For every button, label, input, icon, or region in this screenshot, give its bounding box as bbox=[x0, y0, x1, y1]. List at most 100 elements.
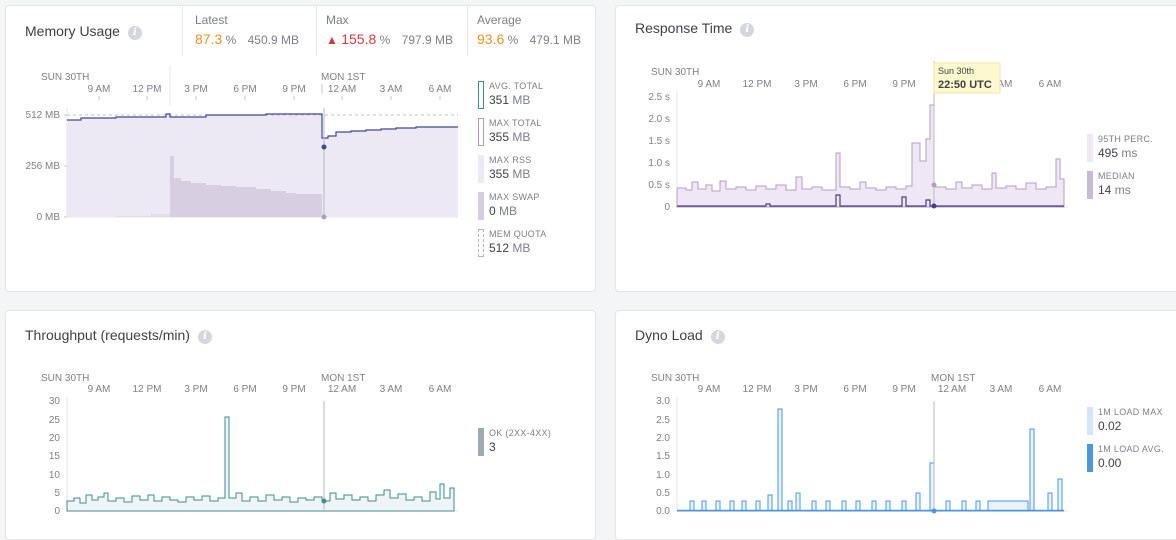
legend-mem-quota[interactable]: MEM QUOTA 512 MB bbox=[478, 229, 547, 257]
legend-max-swap[interactable]: MAX SWAP 0 MB bbox=[478, 192, 540, 220]
memory-total-area bbox=[67, 114, 458, 217]
y-tick-256: 256 MB bbox=[26, 161, 61, 172]
svg-text:15: 15 bbox=[49, 451, 61, 462]
legend-median[interactable]: MEDIAN 14 ms bbox=[1087, 171, 1135, 199]
svg-text:12 AM: 12 AM bbox=[328, 384, 356, 395]
dyno-x-axis: SUN 30TH MON 1ST 9 AM 12 PM 3 PM 6 PM 9 … bbox=[651, 373, 1061, 395]
throughput-info-icon[interactable]: i bbox=[197, 330, 212, 344]
svg-text:12 AM: 12 AM bbox=[938, 384, 966, 395]
memory-x-axis: SUN 30TH MON 1ST 9 AM 12 PM 3 PM 6 PM 9 … bbox=[41, 66, 451, 106]
legend-max-total[interactable]: MAX TOTAL 355 MB bbox=[478, 118, 542, 146]
svg-text:SUN 30TH: SUN 30TH bbox=[651, 67, 699, 78]
svg-text:1.0: 1.0 bbox=[656, 470, 670, 481]
response-time-title: Response Time i bbox=[635, 20, 755, 37]
svg-text:9 AM: 9 AM bbox=[698, 384, 721, 395]
svg-text:0: 0 bbox=[664, 202, 670, 213]
memory-hover-dot bbox=[321, 144, 327, 150]
svg-text:30: 30 bbox=[49, 396, 61, 407]
svg-text:0.0: 0.0 bbox=[656, 506, 670, 517]
svg-text:2.5 s: 2.5 s bbox=[648, 92, 670, 103]
legend-1m-load-max[interactable]: 1M LOAD MAX 0.02 bbox=[1087, 407, 1163, 435]
svg-text:1.5 s: 1.5 s bbox=[648, 136, 670, 147]
throughput-y-axis: 30 25 20 15 10 5 0 bbox=[49, 396, 68, 517]
memory-latest-mb: 450.9 MB bbox=[247, 33, 299, 47]
svg-text:9 AM: 9 AM bbox=[698, 79, 721, 90]
tooltip-time: 22:50 UTC bbox=[938, 79, 992, 91]
memory-usage-panel: Memory Usage i Latest 87.3 % 450.9 MB Max… bbox=[5, 5, 596, 292]
svg-text:6 AM: 6 AM bbox=[1039, 384, 1062, 395]
tick-3am: 3 AM bbox=[380, 84, 403, 95]
day-label-mon: MON 1ST bbox=[321, 72, 365, 83]
svg-text:SUN 30TH: SUN 30TH bbox=[41, 373, 89, 384]
svg-text:20: 20 bbox=[49, 433, 61, 444]
legend-avg-total[interactable]: AVG. TOTAL 351 MB bbox=[478, 81, 543, 109]
response-tooltip: Sun 30th 22:50 UTC bbox=[933, 62, 1001, 94]
svg-text:0: 0 bbox=[54, 506, 60, 517]
day-label-sun: SUN 30TH bbox=[41, 72, 89, 83]
svg-text:25: 25 bbox=[49, 415, 61, 426]
tick-6am: 6 AM bbox=[429, 84, 452, 95]
svg-text:3 AM: 3 AM bbox=[990, 79, 1013, 90]
svg-text:9 PM: 9 PM bbox=[892, 384, 915, 395]
memory-chart[interactable]: SUN 30TH MON 1ST 9 AM 12 PM 3 PM 6 PM 9 … bbox=[6, 66, 466, 226]
throughput-title: Throughput (requests/min) i bbox=[25, 327, 212, 344]
legend-max-rss[interactable]: MAX RSS 355 MB bbox=[478, 155, 532, 183]
response-chart[interactable]: SUN 30TH 9 AM 12 PM 3 PM 6 PM 9 PM 3 AM … bbox=[616, 61, 1076, 221]
svg-text:9 PM: 9 PM bbox=[892, 79, 915, 90]
svg-text:2.0: 2.0 bbox=[656, 433, 670, 444]
memory-average: Average 93.6 % 479.1 MB bbox=[477, 13, 581, 47]
legend-1m-load-avg[interactable]: 1M LOAD AVG. 0.00 bbox=[1087, 444, 1164, 472]
y-tick-512: 512 MB bbox=[26, 110, 61, 121]
dyno-load-title: Dyno Load i bbox=[635, 327, 725, 344]
tick-9am: 9 AM bbox=[88, 84, 111, 95]
throughput-panel: Throughput (requests/min) i SUN 30TH MON … bbox=[5, 310, 596, 540]
svg-text:1.5: 1.5 bbox=[656, 451, 670, 462]
memory-info-icon[interactable]: i bbox=[127, 26, 142, 40]
response-info-icon[interactable]: i bbox=[740, 23, 755, 37]
tick-3pm: 3 PM bbox=[184, 84, 207, 95]
throughput-x-axis: SUN 30TH MON 1ST 9 AM 12 PM 3 PM 6 PM 9 … bbox=[41, 373, 451, 395]
svg-text:10: 10 bbox=[49, 470, 61, 481]
dyno-max-area bbox=[677, 408, 1064, 512]
dyno-load-chart[interactable]: SUN 30TH MON 1ST 9 AM 12 PM 3 PM 6 PM 9 … bbox=[616, 371, 1076, 531]
svg-text:0.5: 0.5 bbox=[656, 488, 670, 499]
response-time-panel: Response Time i SUN 30TH 9 AM 12 PM 3 PM … bbox=[615, 5, 1176, 292]
memory-average-mb: 479.1 MB bbox=[529, 33, 581, 47]
response-y-axis: 2.5 s 2.0 s 1.5 s 1.0 s 0.5 s 0 bbox=[648, 91, 678, 213]
svg-text:6 PM: 6 PM bbox=[843, 79, 866, 90]
memory-max-mb: 797.9 MB bbox=[401, 33, 454, 47]
svg-text:3 PM: 3 PM bbox=[794, 79, 817, 90]
memory-avg-line bbox=[67, 113, 458, 139]
throughput-chart[interactable]: SUN 30TH MON 1ST 9 AM 12 PM 3 PM 6 PM 9 … bbox=[6, 371, 466, 531]
svg-text:9 AM: 9 AM bbox=[88, 384, 111, 395]
svg-text:2.5: 2.5 bbox=[656, 415, 670, 426]
svg-text:3.0: 3.0 bbox=[656, 396, 670, 407]
tooltip-date: Sun 30th bbox=[938, 66, 974, 76]
svg-text:5: 5 bbox=[54, 488, 60, 499]
legend-95th-perc[interactable]: 95TH PERC. 495 ms bbox=[1087, 134, 1153, 162]
dyno-load-panel: Dyno Load i SUN 30TH MON 1ST 9 AM 12 PM 3… bbox=[615, 310, 1176, 540]
response-95th-area bbox=[676, 104, 1065, 208]
memory-latest: Latest 87.3 % 450.9 MB bbox=[195, 13, 299, 47]
memory-average-percent: 93.6 bbox=[477, 31, 505, 47]
response-x-axis: SUN 30TH 9 AM 12 PM 3 PM 6 PM 9 PM 3 AM … bbox=[651, 67, 1061, 90]
tick-12am: 12 AM bbox=[328, 84, 356, 95]
response-median-line bbox=[677, 194, 1064, 207]
tick-9pm: 9 PM bbox=[282, 84, 305, 95]
tick-6pm: 6 PM bbox=[233, 84, 256, 95]
tick-12pm: 12 PM bbox=[133, 84, 162, 95]
svg-text:0.5 s: 0.5 s bbox=[648, 180, 670, 191]
y-tick-0: 0 MB bbox=[37, 212, 61, 223]
svg-text:3 PM: 3 PM bbox=[794, 384, 817, 395]
svg-text:MON 1ST: MON 1ST bbox=[321, 373, 365, 384]
svg-text:SUN 30TH: SUN 30TH bbox=[651, 373, 699, 384]
svg-text:9 PM: 9 PM bbox=[282, 384, 305, 395]
memory-swap-tail bbox=[116, 214, 170, 217]
throughput-ok-area bbox=[66, 416, 455, 512]
svg-text:2.0 s: 2.0 s bbox=[648, 114, 670, 125]
dyno-info-icon[interactable]: i bbox=[710, 330, 725, 344]
svg-text:3 AM: 3 AM bbox=[380, 384, 403, 395]
memory-hover-dot-swap bbox=[321, 214, 327, 220]
legend-ok[interactable]: OK (2XX-4XX) 3 bbox=[478, 428, 551, 456]
dyno-y-axis: 3.0 2.5 2.0 1.5 1.0 0.5 0.0 bbox=[656, 396, 678, 517]
